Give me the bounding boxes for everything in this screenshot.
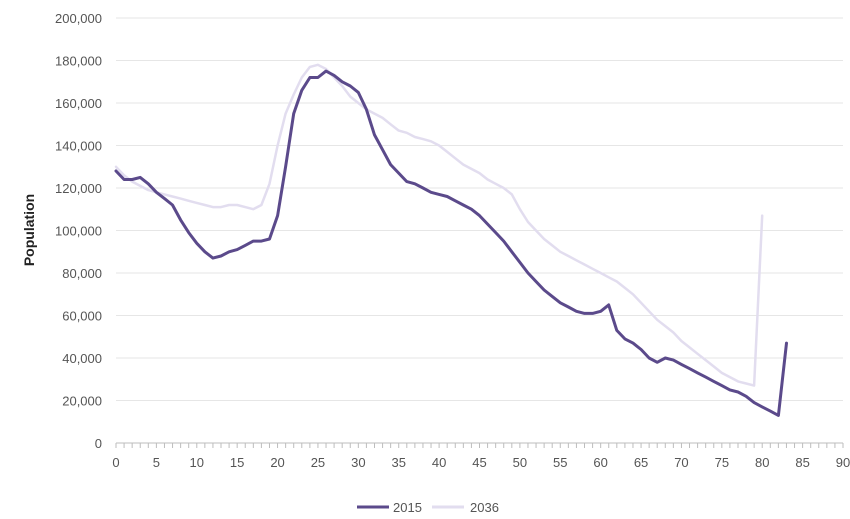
y-tick-label: 40,000 — [62, 351, 102, 366]
y-tick-label: 140,000 — [55, 139, 102, 154]
x-tick-label: 5 — [153, 455, 160, 470]
x-tick-label: 70 — [674, 455, 688, 470]
y-axis-title: Population — [21, 194, 37, 266]
y-tick-label: 100,000 — [55, 224, 102, 239]
gridlines — [116, 17, 843, 444]
y-tick-label: 200,000 — [55, 11, 102, 26]
x-tick-label: 55 — [553, 455, 567, 470]
x-tick-label: 75 — [715, 455, 729, 470]
x-tick-label: 65 — [634, 455, 648, 470]
x-tick-label: 45 — [472, 455, 486, 470]
x-tick-label: 15 — [230, 455, 244, 470]
y-tick-label: 180,000 — [55, 54, 102, 69]
legend-label-2036: 2036 — [470, 500, 499, 515]
x-tick-label: 90 — [836, 455, 850, 470]
x-tick-label: 80 — [755, 455, 769, 470]
x-tick-label: 0 — [112, 455, 119, 470]
x-tick-label: 85 — [795, 455, 809, 470]
x-tick-label: 30 — [351, 455, 365, 470]
series-line-2036 — [114, 63, 764, 387]
y-tick-label: 160,000 — [55, 96, 102, 111]
legend: 2015 2036 — [357, 500, 499, 515]
x-tick-label: 20 — [270, 455, 284, 470]
x-tick-label: 50 — [513, 455, 527, 470]
y-tick-label: 0 — [95, 436, 102, 451]
y-tick-label: 120,000 — [55, 181, 102, 196]
x-tick-label: 35 — [391, 455, 405, 470]
x-tick-label: 25 — [311, 455, 325, 470]
series-lines — [114, 63, 788, 417]
x-axis: 0 5 10 15 20 25 30 35 40 45 50 55 60 65 70 75 80 85 90 — [112, 442, 850, 470]
y-tick-label: 80,000 — [62, 266, 102, 281]
legend-label-2015: 2015 — [393, 500, 422, 515]
x-tick-label: 60 — [593, 455, 607, 470]
y-tick-label: 60,000 — [62, 309, 102, 324]
x-tick-label: 10 — [190, 455, 204, 470]
y-axis: 0 20,000 40,000 60,000 80,000 100,000 120,000 1… — [55, 11, 102, 451]
x-tick-label: 40 — [432, 455, 446, 470]
series-line-2015 — [114, 69, 788, 417]
y-tick-label: 20,000 — [62, 394, 102, 409]
